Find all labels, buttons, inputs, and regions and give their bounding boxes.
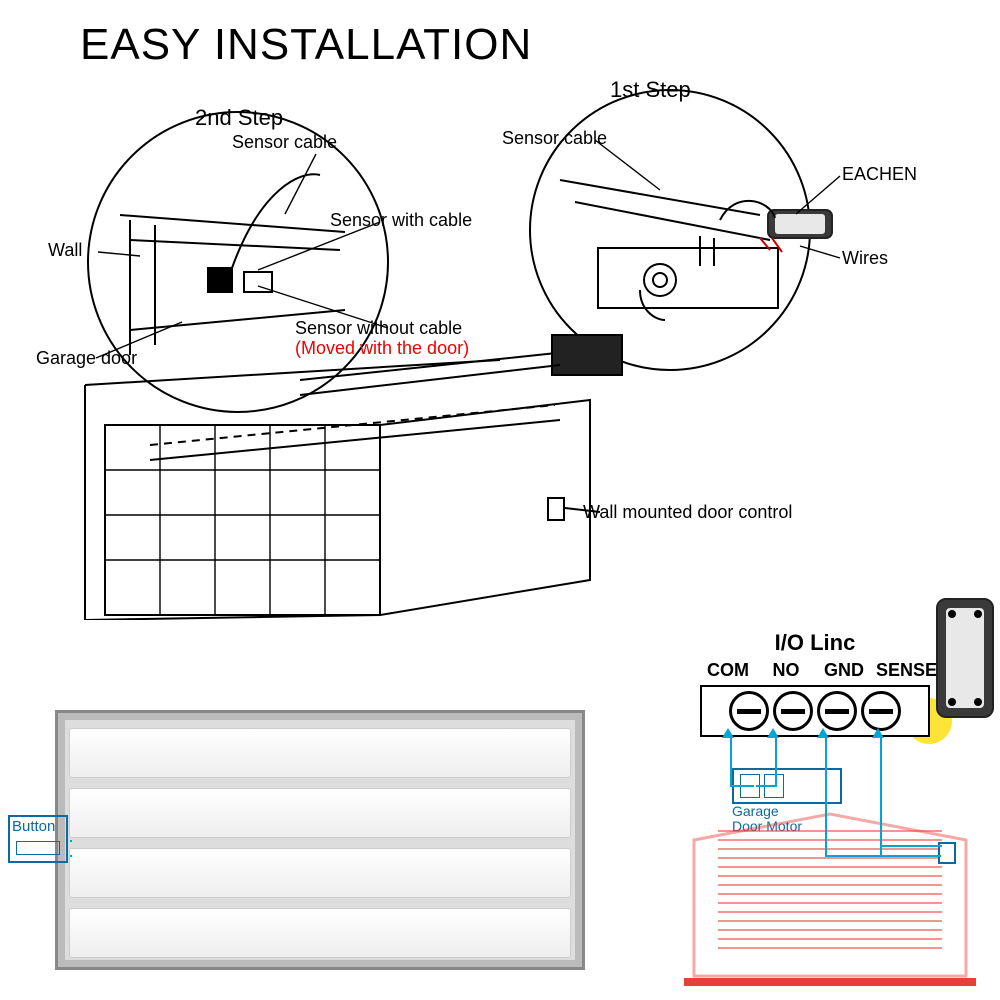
label-wall: Wall	[48, 240, 82, 261]
screw-sense	[861, 691, 901, 731]
screw-com	[729, 691, 769, 731]
step1-title: 1st Step	[610, 77, 691, 103]
label-eachen: EACHEN	[842, 164, 917, 185]
step2-title: 2nd Step	[195, 105, 283, 131]
screw-no	[773, 691, 813, 731]
garage-door-panel	[55, 710, 585, 970]
wire-arrows	[720, 728, 920, 748]
mini-garage-door	[718, 830, 942, 972]
label-sensor-with-cable: Sensor with cable	[330, 210, 472, 231]
label-sensor-cable-1: Sensor cable	[502, 128, 607, 149]
wall-button-label: Button	[12, 818, 55, 835]
label-moved-with-door: (Moved with the door)	[295, 338, 469, 359]
term-gnd: GND	[818, 660, 870, 681]
term-com: COM	[702, 660, 754, 681]
label-sensor-without-cable: Sensor without cable	[295, 318, 462, 339]
term-sense: SENSE	[876, 660, 928, 681]
label-wall-control: Wall mounted door control	[583, 502, 792, 523]
diagram-stage	[0, 0, 1000, 620]
term-no: NO	[760, 660, 812, 681]
label-sensor-cable-2: Sensor cable	[232, 132, 337, 153]
io-linc-header: I/O Linc	[700, 630, 930, 656]
label-wires: Wires	[842, 248, 888, 269]
screw-gnd	[817, 691, 857, 731]
io-linc-terminals: COM NO GND SENSE	[700, 660, 930, 681]
label-garage-door: Garage door	[36, 348, 137, 369]
mini-garage	[690, 810, 970, 980]
io-linc-block: I/O Linc COM NO GND SENSE	[700, 630, 930, 737]
smart-module	[936, 598, 994, 718]
